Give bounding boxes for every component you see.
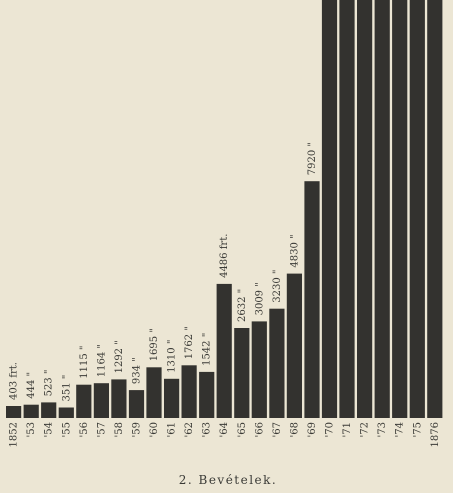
- tick-label-73: '73: [377, 422, 388, 437]
- bar-61: [164, 378, 180, 418]
- value-label-59: 934 ": [132, 357, 143, 384]
- tick-label-71: '71: [342, 422, 353, 437]
- tick-label-67: '67: [272, 422, 283, 437]
- tick-label-1852: 1852: [9, 422, 20, 447]
- tick-label-63: '63: [202, 422, 213, 437]
- tick-label-65: '65: [237, 422, 248, 437]
- bar-59: [128, 390, 145, 418]
- value-label-68: 4830 ": [289, 234, 300, 267]
- bar-63: [199, 371, 215, 418]
- tick-label-72: '72: [360, 422, 371, 437]
- value-label-57: 1164 ": [96, 344, 107, 377]
- bar-1876: [427, 0, 443, 418]
- bar-70: [321, 0, 338, 418]
- tick-label-54: '54: [44, 422, 55, 437]
- bar-62: [181, 365, 197, 418]
- tick-label-58: '58: [114, 422, 125, 437]
- value-label-56: 1115 ": [79, 345, 90, 378]
- value-label-53: 444 ": [26, 372, 37, 399]
- value-label-61: 1310 ": [167, 340, 178, 373]
- bar-60: [146, 367, 162, 418]
- value-label-60: 1695 ": [149, 328, 160, 361]
- bar-53: [23, 404, 39, 418]
- tick-label-68: '68: [289, 422, 300, 437]
- tick-label-62: '62: [184, 422, 195, 437]
- value-label-65: 2632 ": [237, 289, 248, 322]
- bar-66: [251, 321, 267, 418]
- tick-label-55: '55: [61, 422, 72, 437]
- tick-label-56: '56: [79, 422, 90, 437]
- bar-67: [269, 308, 285, 418]
- bar-65: [234, 328, 250, 418]
- bar-55: [58, 407, 74, 418]
- bar-56: [76, 384, 92, 418]
- bar-71: [339, 0, 355, 418]
- tick-label-59: '59: [132, 422, 143, 437]
- tick-label-69: '69: [307, 422, 318, 437]
- tick-label-53: '53: [26, 422, 37, 437]
- bar-72: [357, 0, 373, 418]
- tick-label-64: '64: [219, 422, 230, 437]
- bar-74: [392, 0, 408, 418]
- value-label-64: 4486 frt.: [219, 234, 230, 278]
- bar-57: [93, 383, 109, 418]
- value-label-66: 3009 ": [254, 282, 265, 315]
- bar-75: [409, 0, 425, 418]
- bar-54: [41, 402, 57, 418]
- tick-label-66: '66: [254, 422, 265, 437]
- bar-73: [374, 0, 390, 418]
- tick-label-57: '57: [96, 422, 107, 437]
- value-label-62: 1762 ": [184, 326, 195, 359]
- bar-68: [286, 273, 302, 418]
- value-label-63: 1542 ": [202, 333, 213, 366]
- tick-label-1876: 1876: [430, 422, 441, 447]
- value-label-54: 523 ": [44, 370, 55, 397]
- tick-label-60: '60: [149, 422, 160, 437]
- tick-label-75: '75: [412, 422, 423, 437]
- tick-label-61: '61: [167, 422, 178, 437]
- bar-69: [304, 181, 320, 418]
- bar-1852: [6, 406, 22, 418]
- bar-64: [216, 283, 232, 418]
- value-label-69: 7920 ": [307, 142, 318, 175]
- value-label-58: 1292 ": [114, 340, 125, 373]
- chart-caption: 2. Bevételek.: [179, 473, 278, 487]
- tick-label-74: '74: [395, 422, 406, 437]
- value-label-67: 3230 ": [272, 269, 283, 302]
- value-label-55: 351 ": [61, 375, 72, 402]
- value-label-1852: 403 frt.: [9, 362, 20, 400]
- tick-label-70: '70: [325, 422, 336, 437]
- bar-58: [111, 379, 127, 418]
